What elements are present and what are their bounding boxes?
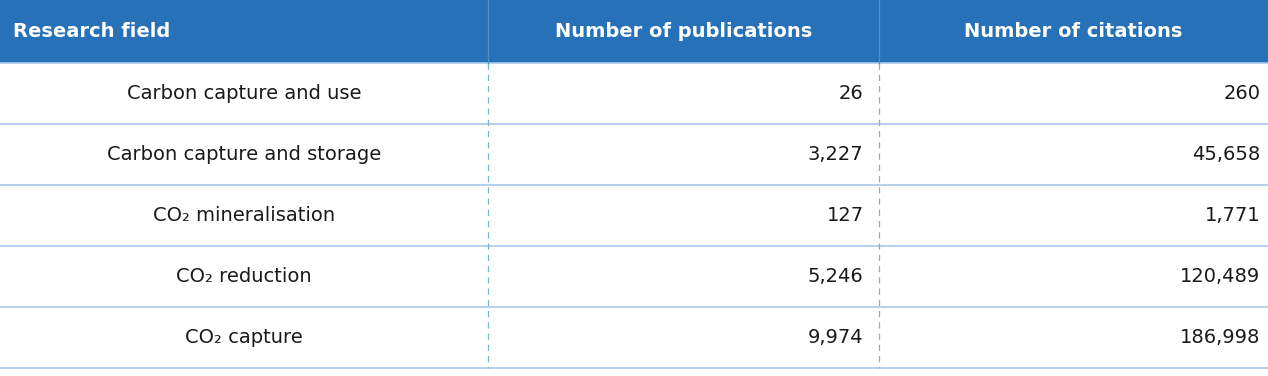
- Text: CO₂ mineralisation: CO₂ mineralisation: [153, 206, 335, 225]
- Text: 186,998: 186,998: [1181, 328, 1260, 347]
- Bar: [0, 185, 1268, 246]
- Text: 9,974: 9,974: [808, 328, 864, 347]
- Text: 120,489: 120,489: [1181, 267, 1260, 286]
- Text: CO₂ reduction: CO₂ reduction: [176, 267, 312, 286]
- Text: 260: 260: [1224, 84, 1260, 103]
- Text: 3,227: 3,227: [808, 145, 864, 164]
- Text: Number of citations: Number of citations: [964, 22, 1183, 41]
- Text: Carbon capture and use: Carbon capture and use: [127, 84, 361, 103]
- Text: 45,658: 45,658: [1192, 145, 1260, 164]
- Bar: [0, 124, 1268, 185]
- Text: 1,771: 1,771: [1205, 206, 1260, 225]
- Text: 26: 26: [838, 84, 864, 103]
- Bar: [0, 0, 1268, 63]
- Bar: [0, 246, 1268, 307]
- Bar: [0, 307, 1268, 368]
- Text: Research field: Research field: [13, 22, 170, 41]
- Text: Number of publications: Number of publications: [555, 22, 812, 41]
- Text: 127: 127: [827, 206, 864, 225]
- Text: Carbon capture and storage: Carbon capture and storage: [107, 145, 382, 164]
- Bar: [0, 63, 1268, 124]
- Text: 5,246: 5,246: [808, 267, 864, 286]
- Text: CO₂ capture: CO₂ capture: [185, 328, 303, 347]
